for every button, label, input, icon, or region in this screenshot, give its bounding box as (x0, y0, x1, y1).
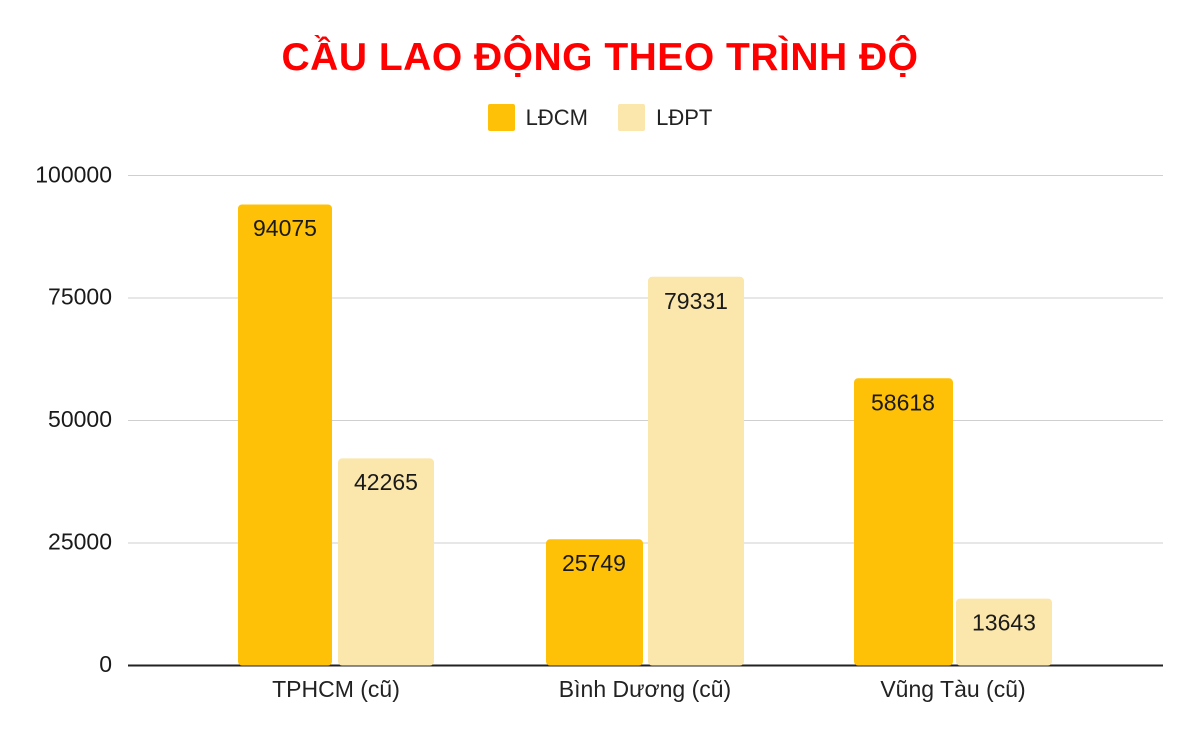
svg-text:Vũng Tàu (cũ): Vũng Tàu (cũ) (880, 676, 1025, 702)
svg-text:TPHCM (cũ): TPHCM (cũ) (272, 676, 400, 702)
svg-text:42265: 42265 (354, 469, 418, 495)
svg-text:79331: 79331 (664, 288, 728, 314)
svg-text:0: 0 (99, 651, 112, 677)
svg-text:25000: 25000 (48, 529, 112, 555)
svg-text:Bình Dương (cũ): Bình Dương (cũ) (559, 676, 731, 702)
svg-text:75000: 75000 (48, 284, 112, 310)
svg-text:58618: 58618 (871, 389, 935, 415)
svg-text:50000: 50000 (48, 406, 112, 432)
svg-text:25749: 25749 (562, 550, 626, 576)
svg-text:100000: 100000 (35, 162, 112, 188)
svg-text:94075: 94075 (253, 215, 317, 241)
svg-text:13643: 13643 (972, 610, 1036, 636)
